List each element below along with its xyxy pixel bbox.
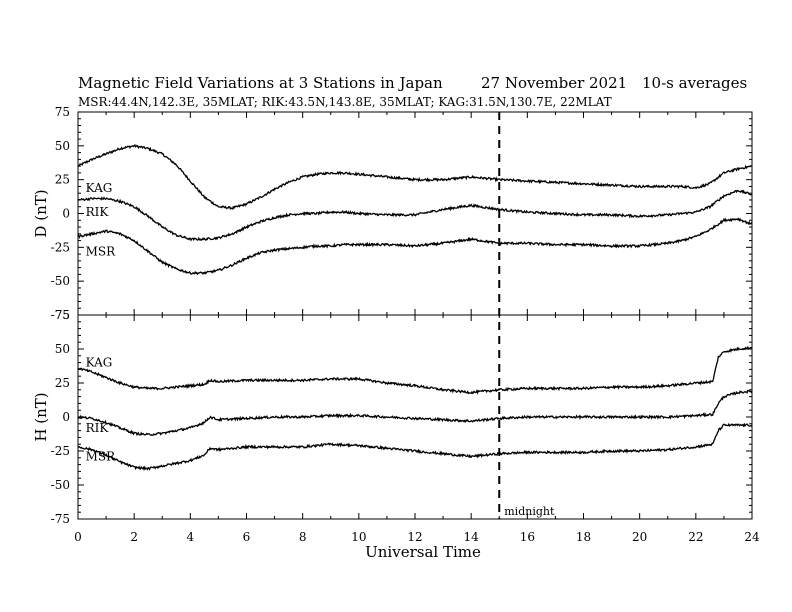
y-tick-label: 0 [62,207,70,221]
y-tick-label: 25 [55,376,70,390]
x-tick-label: 24 [744,530,760,544]
series-label-rik: RIK [86,421,110,435]
x-tick-label: 10 [351,530,366,544]
y-tick-label: 75 [55,105,70,119]
series-line-kag [77,345,752,395]
x-tick-label: 18 [576,530,591,544]
x-tick-label: 20 [632,530,647,544]
x-tick-label: 8 [299,530,307,544]
x-tick-label: 4 [187,530,195,544]
y-tick-label: -50 [51,274,70,288]
x-tick-label: 16 [520,530,535,544]
x-axis-label: Universal Time [365,543,481,561]
chart-title: Magnetic Field Variations at 3 Stations … [78,74,443,92]
chart-subtitle: MSR:44.4N,142.3E, 35MLAT; RIK:43.5N,143.… [78,95,612,109]
series-label-msr: MSR [86,244,117,258]
horizontal-panel: 75 50 25 0 -25 -50 -75 H (nT) KAG RIK MSR [32,308,753,526]
y-tick-label: 0 [62,410,70,424]
panel-frame [77,111,753,316]
y-tick-label: 50 [55,342,70,356]
y-axis-label: H (nT) [32,392,50,441]
x-tick-label: 22 [688,530,703,544]
chart-averaging: 10-s averages [642,74,747,92]
series-label-kag: KAG [86,181,113,195]
series-label-msr: MSR [86,449,117,463]
x-tick-label: 0 [74,530,82,544]
y-tick-label: -25 [51,444,70,458]
series-label-rik: RIK [86,205,110,219]
y-tick-label: 50 [55,139,70,153]
y-tick-label: -75 [51,308,70,322]
x-tick-label: 14 [464,530,480,544]
series-line-kag [77,143,753,211]
y-tick-label: 25 [55,173,70,187]
series-line-msr [77,217,753,276]
x-axis: 0 2 4 6 8 10 12 14 16 18 20 22 24 [74,530,760,544]
y-tick-label: 75 [55,308,70,322]
y-axis-label: D (nT) [32,189,50,237]
series-line-rik [77,189,753,242]
y-tick-label: -75 [51,512,70,526]
x-tick-label: 12 [407,530,422,544]
x-tick-label: 6 [243,530,251,544]
series-line-rik [77,389,753,437]
midnight-label: midnight [504,505,555,518]
y-tick-label: -50 [51,478,70,492]
declination-panel: 75 50 25 0 -25 -50 -75 D (nT) KAG RIK MSR [32,105,753,322]
series-label-kag: KAG [86,356,113,370]
chart-date: 27 November 2021 [481,74,627,92]
series-line-msr [77,422,753,472]
x-tick-label: 2 [130,530,138,544]
y-tick-label: -25 [51,240,70,254]
